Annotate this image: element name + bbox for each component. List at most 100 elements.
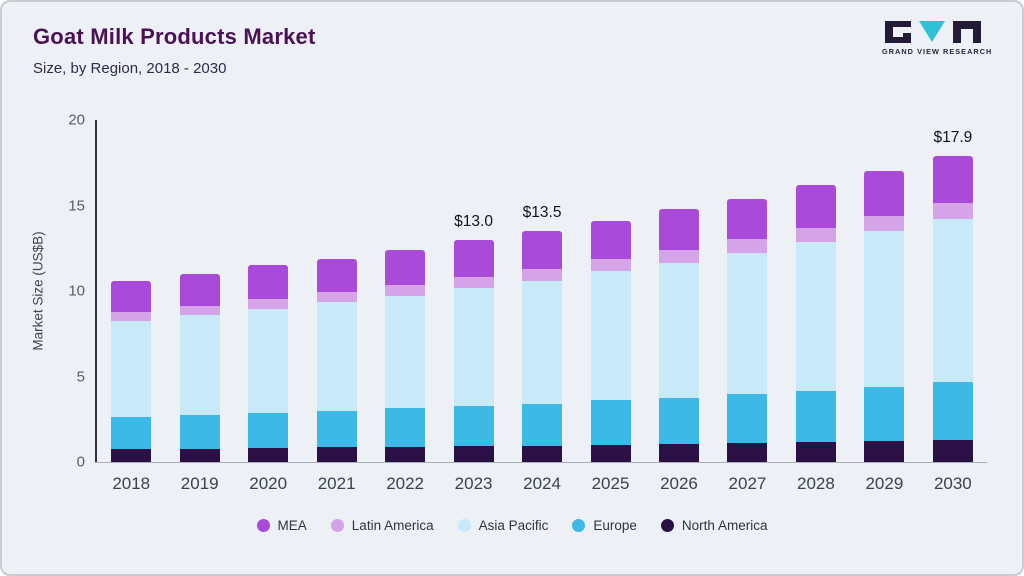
legend-label-asia-pacific: Asia Pacific — [478, 518, 549, 533]
x-tick-label-2030: 2030 — [933, 474, 972, 493]
bar-columns: 2018 2019 2020 2021 2022 $13.0 2023 $13.5 2024 20… — [97, 120, 987, 493]
bar-segment-latin-america-2025 — [590, 259, 631, 272]
bar-segment-asia-pacific-2023 — [453, 288, 494, 407]
y-axis-label: Market Size (US$B) — [30, 231, 46, 351]
bar-segment-north-america-2023 — [453, 446, 494, 462]
bar-segment-europe-2023 — [453, 406, 494, 447]
x-tick-label-2027: 2027 — [728, 474, 767, 493]
bar-segment-latin-america-2020 — [248, 299, 289, 309]
bar-segment-mea-2020 — [248, 265, 289, 300]
legend-label-europe: Europe — [593, 518, 637, 533]
x-axis-line — [95, 462, 987, 463]
legend-item-mea: MEA — [256, 518, 307, 533]
x-tick-label-2023: 2023 — [454, 474, 493, 493]
bar-segment-europe-2026 — [658, 397, 699, 445]
bar-segment-asia-pacific-2020 — [248, 308, 289, 413]
grand-view-research-logo: GRAND VIEW RESEARCH — [882, 20, 991, 56]
y-tick-label-20: 20 — [68, 111, 85, 129]
y-tick-label-5: 5 — [76, 368, 85, 385]
bar-segment-asia-pacific-2029 — [864, 230, 905, 387]
bar-segment-asia-pacific-2027 — [727, 252, 768, 395]
bar-segment-europe-2025 — [590, 400, 631, 445]
bar-segment-europe-2028 — [795, 391, 836, 443]
bar-column-2026: 2026 — [645, 120, 713, 493]
bar-segment-europe-2022 — [385, 408, 426, 447]
bar-stack-2025 — [590, 220, 631, 462]
bar-segment-mea-2019 — [179, 273, 220, 307]
bar-segment-asia-pacific-2026 — [658, 262, 699, 398]
bar-segment-north-america-2030 — [932, 440, 973, 462]
bar-stack-2018 — [111, 280, 152, 462]
bar-segment-latin-america-2018 — [111, 312, 152, 321]
bar-segment-europe-2019 — [179, 415, 220, 449]
bar-segment-mea-2024 — [522, 231, 563, 270]
bar-segment-north-america-2028 — [795, 442, 836, 462]
bar-segment-asia-pacific-2022 — [385, 295, 426, 409]
bar-segment-latin-america-2023 — [453, 277, 494, 289]
bar-segment-asia-pacific-2025 — [590, 271, 631, 401]
bar-segment-mea-2021 — [316, 258, 357, 293]
x-tick-label-2018: 2018 — [112, 474, 151, 493]
legend-dot-latin-america — [330, 519, 344, 532]
bar-column-2024: $13.5 2024 — [508, 120, 576, 493]
bar-column-2027: 2027 — [713, 120, 781, 493]
bar-stack-2019 — [179, 273, 220, 462]
bar-segment-asia-pacific-2030 — [932, 218, 973, 383]
bar-segment-mea-2023 — [453, 239, 494, 278]
x-tick-label-2026: 2026 — [660, 474, 698, 493]
bar-segment-latin-america-2027 — [727, 239, 768, 253]
x-tick-label-2025: 2025 — [591, 474, 630, 493]
bar-segment-asia-pacific-2028 — [795, 242, 836, 392]
x-tick-label-2022: 2022 — [386, 474, 425, 493]
bar-segment-mea-2028 — [795, 185, 836, 228]
bar-column-2023: $13.0 2023 — [439, 120, 507, 493]
bar-column-2025: 2025 — [576, 120, 644, 493]
bar-segment-asia-pacific-2021 — [316, 302, 357, 411]
bar-segment-mea-2030 — [932, 155, 973, 203]
bar-segment-mea-2018 — [111, 280, 152, 313]
bar-segment-north-america-2018 — [111, 449, 152, 462]
bar-segment-europe-2029 — [864, 386, 905, 442]
bar-segment-europe-2020 — [248, 412, 289, 448]
x-tick-label-2019: 2019 — [180, 474, 219, 493]
bar-stack-2023 — [453, 239, 494, 462]
bar-stack-2022 — [385, 249, 426, 462]
bar-segment-north-america-2020 — [248, 447, 289, 462]
bar-segment-latin-america-2026 — [658, 250, 699, 263]
legend: MEA Latin America Asia Pacific Europe North … — [2, 518, 1022, 533]
bar-stack-2021 — [316, 258, 357, 462]
bar-column-2021: 2021 — [302, 120, 370, 493]
bar-column-2030: $17.9 2030 — [919, 120, 987, 493]
bar-segment-north-america-2021 — [316, 447, 357, 462]
bar-column-2019: 2019 — [165, 120, 233, 493]
bar-segment-europe-2024 — [522, 403, 563, 446]
legend-item-europe: Europe — [572, 518, 637, 533]
bar-column-2028: 2028 — [782, 120, 850, 493]
x-tick-label-2029: 2029 — [865, 474, 904, 493]
bar-segment-mea-2022 — [385, 249, 426, 286]
x-tick-label-2024: 2024 — [523, 474, 561, 493]
chart-header: Goat Milk Products Market Size, by Regio… — [33, 24, 316, 77]
bar-segment-north-america-2027 — [727, 443, 768, 462]
chart-subtitle: Size, by Region, 2018 - 2030 — [33, 60, 227, 77]
legend-dot-asia-pacific — [457, 519, 471, 532]
plot-area: 0 5 10 15 20 2018 2019 2020 2021 2022 $13.0 2023 $1… — [68, 112, 987, 493]
bar-segment-north-america-2026 — [658, 444, 699, 462]
y-axis-line — [95, 120, 97, 462]
bar-stack-2028 — [795, 185, 836, 462]
bar-segment-asia-pacific-2018 — [111, 320, 152, 417]
x-tick-label-2021: 2021 — [317, 474, 356, 493]
bar-stack-2029 — [864, 171, 905, 462]
bar-segment-mea-2029 — [864, 171, 905, 216]
bar-segment-latin-america-2021 — [316, 292, 357, 303]
bar-segment-latin-america-2029 — [864, 215, 905, 231]
legend-item-north-america: North America — [660, 518, 767, 533]
bar-stack-2027 — [727, 198, 768, 462]
legend-item-asia-pacific: Asia Pacific — [457, 518, 549, 533]
bar-column-2018: 2018 — [97, 120, 165, 493]
legend-label-mea: MEA — [277, 518, 307, 533]
bar-segment-north-america-2025 — [590, 444, 631, 462]
bar-segment-europe-2027 — [727, 394, 768, 444]
legend-label-latin-america: Latin America — [351, 518, 434, 533]
